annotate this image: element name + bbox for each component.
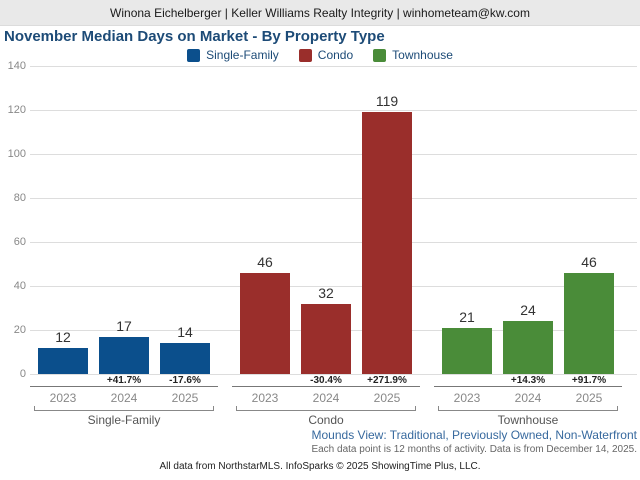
group-axis-line: [434, 386, 622, 387]
bar-value-label: 12: [55, 329, 71, 345]
bar-value-label: 46: [257, 254, 273, 270]
year-tick-label: 2023: [251, 391, 279, 405]
legend-swatch-icon: [373, 48, 387, 62]
bar-single-family-2025[interactable]: [160, 343, 210, 374]
bar-condo-2023[interactable]: [240, 273, 290, 374]
group-axis-line: [232, 386, 420, 387]
y-axis-tick-label: 20: [13, 324, 26, 336]
bar-value-label: 24: [520, 302, 536, 318]
bar-townhouse-2024[interactable]: [503, 321, 553, 374]
pct-change-label: +91.7%: [571, 375, 607, 386]
gridline: [30, 154, 637, 155]
chart-legend: Single-Family Condo Townhouse: [0, 47, 640, 63]
y-axis-tick-label: 140: [7, 60, 26, 72]
y-axis-tick-label: 40: [13, 280, 26, 292]
y-axis-tick-label: 120: [7, 104, 26, 116]
bar-townhouse-2025[interactable]: [564, 273, 614, 374]
year-tick-label: 2025: [575, 391, 603, 405]
legend-label: Townhouse: [392, 48, 453, 62]
year-tick-label: 2024: [514, 391, 542, 405]
pct-change-label: -17.6%: [169, 375, 201, 386]
bar-value-label: 21: [459, 309, 475, 325]
gridline: [30, 66, 637, 67]
mls-attribution: All data from NorthstarMLS. InfoSparks ©…: [159, 461, 481, 472]
bar-value-label: 32: [318, 285, 334, 301]
legend-swatch-icon: [187, 48, 201, 62]
group-bracket: [236, 406, 416, 411]
group-bracket: [34, 406, 214, 411]
group-label-townhouse: Townhouse: [497, 413, 559, 427]
gridline: [30, 198, 637, 199]
gridline: [30, 374, 637, 375]
bar-single-family-2023[interactable]: [38, 348, 88, 374]
y-axis-tick-label: 0: [19, 368, 26, 380]
bar-value-label: 119: [375, 93, 399, 109]
data-period-note: Each data point is 12 months of activity…: [311, 444, 637, 455]
bar-condo-2025[interactable]: [362, 112, 412, 374]
bar-townhouse-2023[interactable]: [442, 328, 492, 374]
bar-value-label: 46: [581, 254, 597, 270]
year-tick-label: 2025: [373, 391, 401, 405]
year-tick-label: 2024: [312, 391, 340, 405]
pct-change-label: +271.9%: [367, 375, 407, 386]
chart-title: November Median Days on Market - By Prop…: [4, 28, 385, 45]
legend-label: Single-Family: [206, 48, 279, 62]
bar-single-family-2024[interactable]: [99, 337, 149, 374]
pct-change-label: +14.3%: [510, 375, 546, 386]
group-bracket: [438, 406, 618, 411]
year-tick-label: 2023: [453, 391, 481, 405]
gridline: [30, 110, 637, 111]
agent-contact-banner: Winona Eichelberger | Keller Williams Re…: [0, 0, 640, 26]
y-axis-tick-label: 60: [13, 236, 26, 248]
legend-item-single-family[interactable]: Single-Family: [187, 48, 279, 62]
year-tick-label: 2023: [49, 391, 77, 405]
group-label-single-family: Single-Family: [87, 413, 161, 427]
group-label-condo: Condo: [308, 413, 344, 427]
legend-swatch-icon: [298, 48, 312, 62]
group-axis-line: [30, 386, 218, 387]
legend-item-condo[interactable]: Condo: [298, 48, 354, 62]
pct-change-label: -30.4%: [310, 375, 342, 386]
bar-value-label: 14: [177, 324, 193, 340]
year-tick-label: 2024: [110, 391, 138, 405]
y-axis-tick-label: 100: [7, 148, 26, 160]
gridline: [30, 286, 637, 287]
gridline: [30, 242, 637, 243]
legend-label: Condo: [317, 48, 354, 62]
bar-condo-2024[interactable]: [301, 304, 351, 374]
pct-change-label: +41.7%: [106, 375, 142, 386]
bar-value-label: 17: [116, 318, 132, 334]
legend-item-townhouse[interactable]: Townhouse: [373, 48, 453, 62]
search-criteria-label: Mounds View: Traditional, Previously Own…: [311, 428, 637, 442]
y-axis-tick-label: 80: [13, 192, 26, 204]
year-tick-label: 2025: [171, 391, 199, 405]
